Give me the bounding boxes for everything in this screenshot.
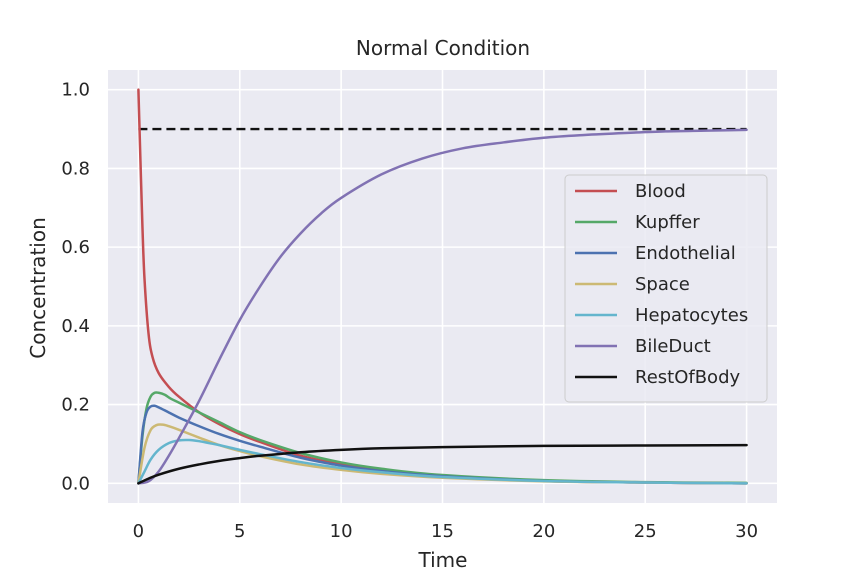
legend-label: Space [635,274,690,295]
series-line-restofbody [137,443,748,485]
series-line-hepatocytes [137,438,748,485]
y-tick-label: 0.4 [61,316,90,337]
series-line-bileduct [137,128,748,485]
x-tick-label: 15 [431,521,454,542]
y-tick-label: 0.0 [61,473,90,494]
y-tick-label: 0.2 [61,395,90,416]
chart-title: Normal Condition [356,36,530,60]
y-tick-labels: 0.0 0.2 0.4 0.6 0.8 1.0 [61,80,90,495]
y-tick-label: 1.0 [61,80,90,101]
x-axis-label: Time [418,548,468,572]
x-tick-label: 5 [234,521,245,542]
legend-label: Hepatocytes [635,305,748,326]
y-tick-label: 0.6 [61,237,90,258]
x-tick-label: 0 [133,521,144,542]
x-tick-label: 30 [735,521,758,542]
legend-label: Kupffer [635,212,700,233]
legend-label: Endothelial [635,243,736,264]
series-layer [137,88,748,485]
legend: Blood Kupffer Endothelial Space Hepatocytes B… [564,174,768,403]
x-tick-label: 25 [634,521,657,542]
legend-label: RestOfBody [635,367,741,388]
x-tick-label: 20 [532,521,555,542]
legend-label: BileDuct [635,336,711,357]
y-axis-label: Concentration [26,217,50,358]
x-tick-label: 10 [330,521,353,542]
y-tick-label: 0.8 [61,158,90,179]
x-tick-labels: 0 5 10 15 20 25 30 [133,521,758,542]
legend-label: Blood [635,181,686,202]
